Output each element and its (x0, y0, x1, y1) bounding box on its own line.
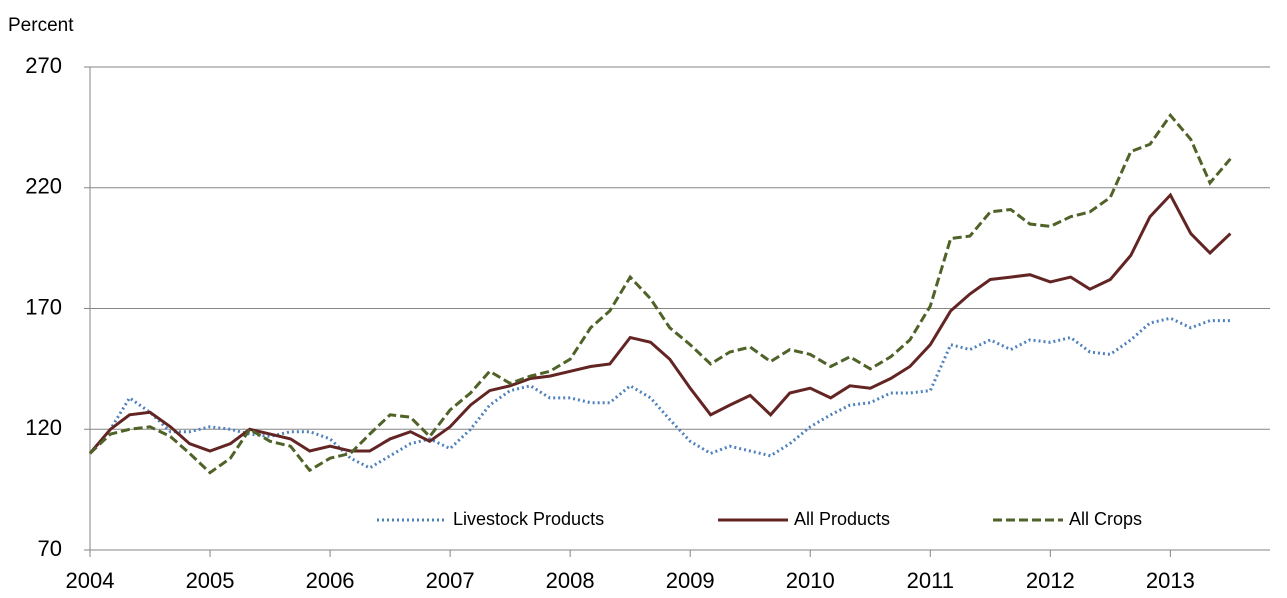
legend-label: Livestock Products (453, 509, 604, 529)
legend-label: All Crops (1069, 509, 1142, 529)
x-tick-label: 2012 (1026, 568, 1075, 593)
line-series (88, 112, 1232, 475)
y-tick-label: 270 (25, 53, 62, 78)
y-tick-label: 220 (25, 174, 62, 199)
y-tick-label: 70 (38, 536, 62, 561)
x-tick-label: 2008 (546, 568, 595, 593)
y-axis-label: Percent (8, 15, 74, 36)
x-tick-label: 2006 (306, 568, 355, 593)
x-tick-label: 2005 (186, 568, 235, 593)
x-tick-label: 2007 (426, 568, 475, 593)
line-series (88, 192, 1232, 455)
y-tick-label: 120 (25, 415, 62, 440)
line-series (88, 316, 1231, 470)
x-tick-label: 2010 (786, 568, 835, 593)
legend-label: All Products (794, 509, 890, 529)
x-tick-label: 2011 (907, 568, 954, 593)
x-tick-label: 2013 (1146, 568, 1195, 593)
y-tick-label: 170 (25, 294, 62, 319)
x-tick-label: 2004 (66, 568, 115, 593)
x-tick-label: 2009 (666, 568, 715, 593)
